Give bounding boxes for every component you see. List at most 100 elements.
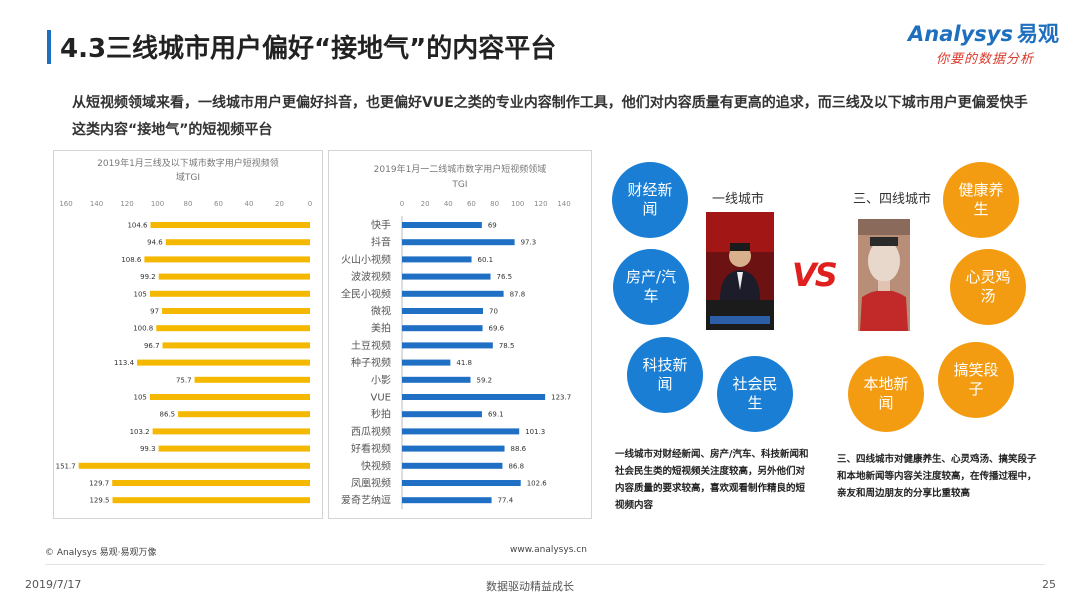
bar [152, 428, 310, 435]
logo-slogan: 你要的数据分析 [936, 52, 1035, 67]
news-anchor-photo [706, 212, 774, 330]
data-label: 108.6 [121, 256, 142, 264]
x-tick-label: 120 [534, 200, 547, 208]
data-label: 105 [134, 394, 147, 402]
bar [144, 256, 310, 263]
data-label: 102.6 [527, 480, 548, 488]
x-tick-label: 120 [120, 200, 133, 208]
x-tick-label: 40 [444, 200, 453, 208]
x-tick-label: 100 [511, 200, 524, 208]
x-tick-label: 160 [59, 200, 72, 208]
logo-brand: Analysys [908, 22, 1013, 46]
bar [402, 497, 492, 504]
data-label: 77.4 [498, 497, 514, 505]
topic-circle-health: 健康养生 [943, 162, 1019, 238]
data-label: 101.3 [525, 428, 545, 436]
logo-brand-cn: 易观 [1016, 22, 1059, 46]
data-label: 86.8 [508, 462, 524, 470]
chart-panel-tier3: 2019年1月三线及以下城市数字用户短视频领 域TGI 160 140 120 100… [53, 150, 323, 519]
x-tick-label: 80 [490, 200, 499, 208]
x-tick-label: 140 [557, 200, 570, 208]
footer-url: www.analysys.cn [510, 545, 587, 555]
category-label: 爱奇艺纳逗 [341, 494, 391, 507]
footer-date: 2019/7/17 [25, 578, 82, 591]
bar [162, 308, 310, 314]
x-tick-label: 60 [467, 200, 476, 208]
category-label: 种子视频 [351, 356, 391, 369]
bar [402, 290, 504, 297]
category-label: 小影 [371, 374, 391, 386]
topic-circle-chicken-soup: 心灵鸡汤 [950, 249, 1026, 325]
bar [137, 359, 310, 366]
data-label: 97 [150, 308, 159, 316]
bar [402, 256, 472, 263]
chart-title-line1: 2019年1月三线及以下城市数字用户短视频领 [97, 159, 279, 169]
bar [402, 462, 503, 469]
bar [156, 325, 310, 332]
bar [162, 342, 310, 349]
data-label: 103.2 [130, 428, 150, 436]
bar [149, 290, 310, 297]
data-label: 88.6 [511, 445, 527, 453]
category-label: 凤凰视频 [351, 477, 391, 490]
page-number: 25 [1042, 578, 1056, 591]
bar [158, 445, 310, 452]
data-label: 100.8 [133, 325, 153, 333]
category-label: 美拍 [371, 322, 391, 335]
tier1-note: 一线城市对财经新闻、房产/汽车、科技新闻和社会民生类的短视频关注度较高，另外他们… [615, 449, 809, 511]
topic-circle-tech-news: 科技新闻 [627, 337, 703, 413]
data-label: 69.1 [488, 411, 504, 419]
chart-title-line2: 域TGI [175, 173, 201, 183]
tier34-city-label: 三、四线城市 [853, 192, 932, 207]
footer-divider [45, 564, 1045, 565]
data-label: 99.2 [140, 273, 156, 281]
bar [178, 411, 310, 418]
bar [402, 376, 471, 383]
x-tick-label: 140 [90, 200, 103, 208]
data-label: 87.8 [510, 290, 526, 298]
selfie-photo [858, 219, 910, 331]
category-label: 西瓜视频 [351, 425, 391, 438]
x-tick-label: 0 [308, 200, 312, 208]
bar [402, 411, 482, 418]
x-tick-label: 20 [275, 200, 284, 208]
bar [402, 428, 520, 435]
bar [149, 394, 310, 400]
page-title: 4.3三线城市用户偏好“接地气”的内容平台 [60, 34, 557, 64]
footer-slogan: 数据驱动精益成长 [486, 580, 574, 593]
x-tick-label: 60 [214, 200, 223, 208]
bar [112, 497, 310, 504]
topic-circle-realestate-auto: 房产/汽车 [613, 249, 689, 325]
data-label: 41.8 [456, 359, 472, 367]
data-label: 113.4 [114, 359, 135, 367]
intro-text: 从短视频领域来看，一线城市用户更偏好抖音，也更偏好VUE之类的专业内容制作工具，… [72, 95, 1028, 138]
topic-circle-social-livelihood: 社会民生 [717, 356, 793, 432]
bar [150, 222, 310, 228]
bar [402, 359, 451, 366]
data-label: 151.7 [56, 462, 76, 470]
bar [158, 273, 310, 280]
data-label: 60.1 [478, 256, 494, 264]
data-label: 97.3 [521, 239, 537, 247]
bar [402, 273, 491, 280]
bar [402, 239, 515, 246]
footer-source: © Analysys 易观·易观万像 [45, 548, 157, 558]
topic-circle-local-news: 本地新闻 [848, 356, 924, 432]
category-label: 抖音 [371, 236, 391, 249]
bar [194, 376, 310, 383]
data-label: 129.7 [89, 480, 109, 488]
tier1-city-label: 一线城市 [712, 192, 765, 207]
category-label: VUE [371, 393, 391, 404]
category-label: 微视 [371, 305, 391, 318]
category-label: 秒拍 [371, 408, 391, 421]
x-tick-label: 20 [421, 200, 430, 208]
bar [402, 325, 483, 332]
vs-label: VS [792, 256, 838, 294]
bar [402, 394, 546, 400]
title-accent-bar [47, 30, 51, 64]
bar [165, 239, 310, 246]
chart-title-line2: TGI [452, 180, 468, 190]
chart-panel-tier1: 2019年1月一二线城市数字用户短视频领域 TGI 0 20 40 60 80 100 12… [328, 150, 592, 519]
data-label: 104.6 [127, 222, 148, 230]
tier34-note: 三、四线城市对健康养生、心灵鸡汤、搞笑段子和本地新闻等内容关注度较高，在传播过程… [837, 454, 1037, 499]
